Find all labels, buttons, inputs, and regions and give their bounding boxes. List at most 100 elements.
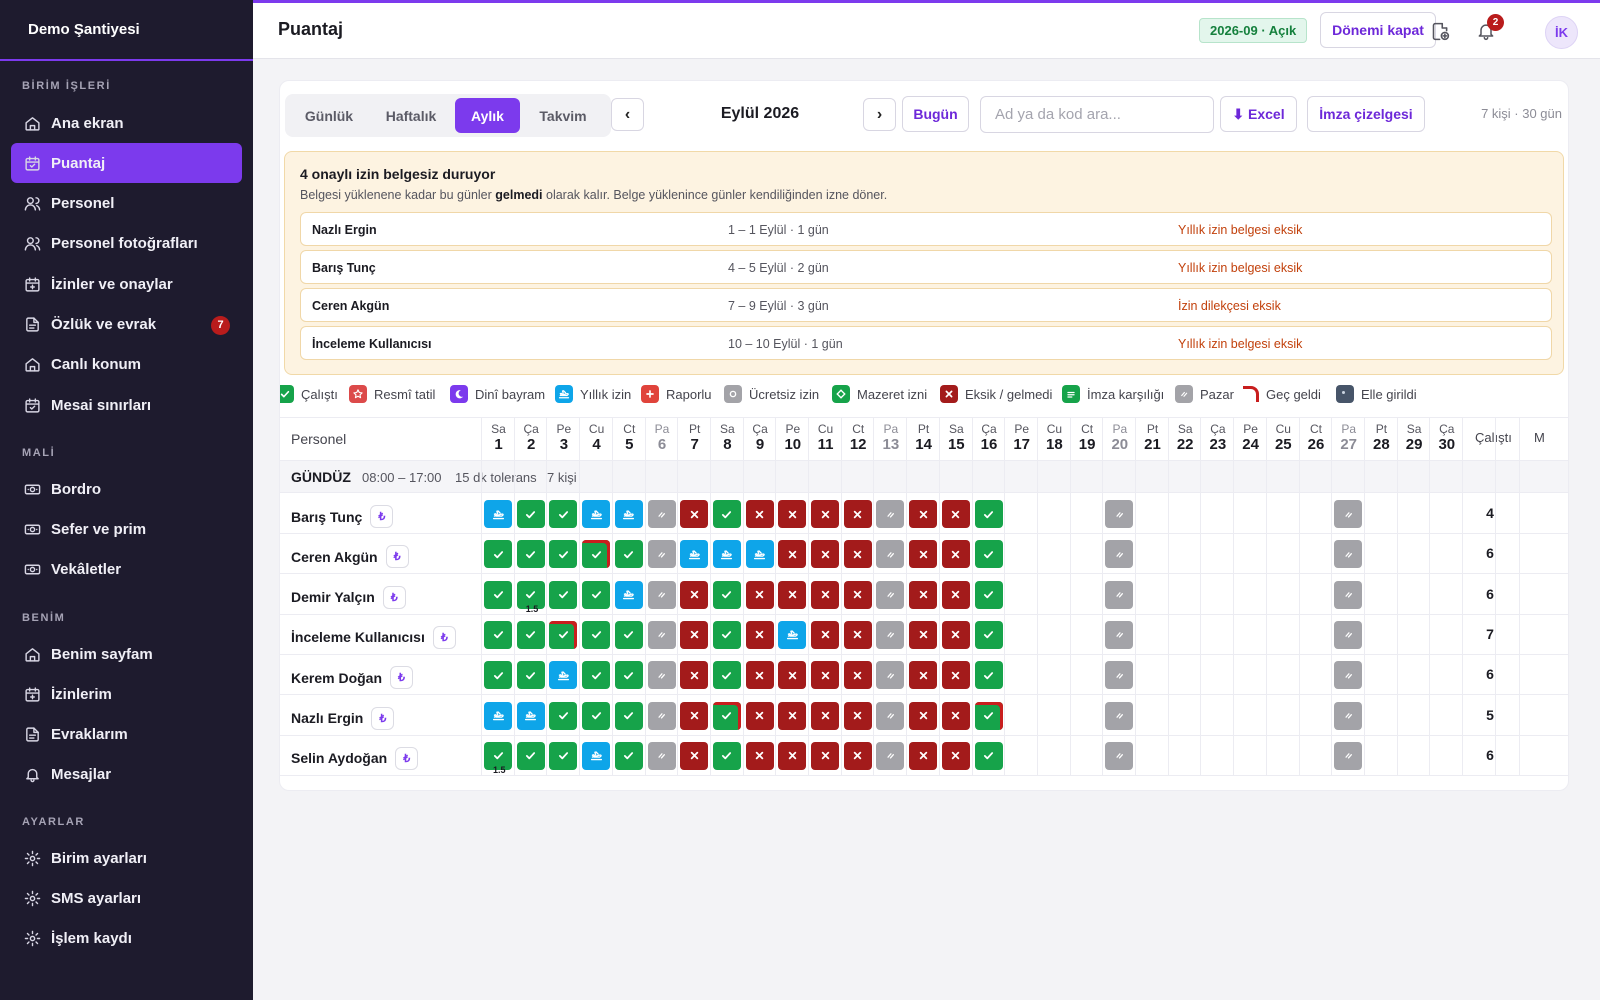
attendance-cell[interactable]: [614, 620, 643, 649]
day-column-header[interactable]: Pe 10: [784, 422, 802, 453]
attendance-cell[interactable]: [974, 580, 1003, 609]
attendance-cell[interactable]: [941, 701, 970, 730]
attendance-cell[interactable]: [1334, 661, 1363, 690]
sidebar-item-mesajlar[interactable]: Mesajlar: [11, 755, 242, 795]
attendance-cell[interactable]: [974, 540, 1003, 569]
attendance-cell[interactable]: [909, 661, 938, 690]
sidebar-item--zl-k-ve-evrak[interactable]: Özlük ve evrak 7: [11, 305, 242, 345]
attendance-cell[interactable]: [712, 620, 741, 649]
view-weekly-tab[interactable]: Haftalık: [385, 107, 437, 124]
attendance-cell[interactable]: [909, 741, 938, 770]
attendance-cell[interactable]: [811, 661, 839, 690]
attendance-cell[interactable]: [484, 620, 512, 649]
attendance-cell[interactable]: [484, 701, 512, 730]
attendance-cell[interactable]: [516, 701, 545, 730]
attendance-cell[interactable]: [680, 580, 709, 609]
missing-document-row[interactable]: İnceleme Kullanıcısı 10 – 10 Eylül · 1 g…: [300, 326, 1552, 360]
sidebar-item-canl-konum[interactable]: Canlı konum: [11, 345, 242, 385]
day-column-header[interactable]: Ça 2: [523, 422, 539, 453]
day-column-header[interactable]: Pa 13: [882, 422, 900, 453]
day-column-header[interactable]: Ct 19: [1078, 422, 1096, 453]
attendance-cell[interactable]: [1105, 620, 1134, 649]
day-column-header[interactable]: Pa 6: [654, 422, 670, 453]
attendance-cell[interactable]: [516, 500, 545, 528]
attendance-cell[interactable]: [811, 580, 839, 609]
day-column-header[interactable]: Pa 27: [1340, 422, 1358, 453]
sidebar-item-i-zinler-ve-onaylar[interactable]: İzinler ve onaylar: [11, 264, 242, 304]
attendance-cell[interactable]: [680, 701, 709, 730]
attendance-cell[interactable]: [876, 500, 905, 528]
attendance-cell[interactable]: [712, 661, 741, 690]
attendance-cell[interactable]: [680, 620, 709, 649]
avatar[interactable]: İK: [1545, 16, 1578, 49]
day-column-header[interactable]: Ct 5: [623, 422, 636, 453]
attendance-cell[interactable]: [778, 741, 807, 770]
attendance-cell[interactable]: [909, 540, 938, 569]
attendance-cell[interactable]: [745, 540, 774, 569]
excel-export-button[interactable]: ⬇ Excel: [1220, 96, 1297, 132]
attendance-cell[interactable]: [745, 620, 774, 649]
attendance-cell[interactable]: [582, 540, 611, 569]
sidebar-item-personel[interactable]: Personel: [11, 184, 242, 224]
attendance-cell[interactable]: [941, 741, 970, 770]
attendance-cell[interactable]: [647, 701, 676, 730]
attendance-cell[interactable]: [516, 540, 545, 569]
attendance-cell[interactable]: [843, 580, 872, 609]
attendance-cell[interactable]: [843, 540, 872, 569]
person-name[interactable]: Barış Tunç ₺: [291, 505, 394, 528]
day-column-header[interactable]: Pa 20: [1111, 422, 1129, 453]
day-column-header[interactable]: Pt 14: [915, 422, 932, 453]
view-daily-tab[interactable]: Günlük: [304, 107, 354, 124]
sidebar-item-bordro[interactable]: Bordro: [11, 469, 242, 509]
attendance-cell[interactable]: [811, 741, 839, 770]
day-column-header[interactable]: Cu 4: [588, 422, 605, 453]
day-column-header[interactable]: Cu 25: [1274, 422, 1292, 453]
attendance-cell[interactable]: [1334, 741, 1363, 770]
attendance-cell[interactable]: [876, 701, 905, 730]
attendance-cell[interactable]: [876, 620, 905, 649]
attendance-cell[interactable]: [843, 620, 872, 649]
attendance-cell[interactable]: [974, 701, 1003, 730]
attendance-cell[interactable]: [549, 540, 578, 569]
attendance-cell[interactable]: [582, 741, 611, 770]
person-name[interactable]: İnceleme Kullanıcısı ₺: [291, 625, 456, 649]
day-column-header[interactable]: Pe 3: [556, 422, 572, 453]
attendance-cell[interactable]: 1.5: [484, 741, 512, 775]
attendance-cell[interactable]: [680, 540, 709, 569]
signature-sheet-button[interactable]: İmza çizelgesi: [1307, 96, 1425, 132]
attendance-cell[interactable]: [1105, 580, 1134, 609]
sidebar-item-sefer-ve-prim[interactable]: Sefer ve prim: [11, 509, 242, 549]
attendance-cell[interactable]: [778, 580, 807, 609]
attendance-cell[interactable]: [778, 620, 807, 649]
attendance-cell[interactable]: [811, 701, 839, 730]
person-name[interactable]: Ceren Akgün ₺: [291, 545, 409, 569]
sidebar-item-ana-ekran[interactable]: Ana ekran: [11, 103, 242, 143]
attendance-cell[interactable]: [909, 500, 938, 528]
attendance-cell[interactable]: [1105, 701, 1134, 730]
missing-document-row[interactable]: Ceren Akgün 7 – 9 Eylül · 3 gün İzin dil…: [300, 288, 1552, 322]
attendance-cell[interactable]: [647, 500, 676, 528]
sidebar-item-benim-sayfam[interactable]: Benim sayfam: [11, 634, 242, 674]
day-column-header[interactable]: Ça 23: [1209, 422, 1227, 453]
day-column-header[interactable]: Sa 29: [1405, 422, 1423, 453]
sidebar-item-mesai-s-n-rlar-[interactable]: Mesai sınırları: [11, 385, 242, 425]
missing-document-row[interactable]: Barış Tunç 4 – 5 Eylül · 2 gün Yıllık iz…: [300, 250, 1552, 284]
day-column-header[interactable]: Ça 16: [980, 422, 998, 453]
sidebar-item-sms-ayarlar-[interactable]: SMS ayarları: [11, 878, 242, 918]
workspace-name[interactable]: Demo Şantiyesi: [0, 0, 253, 61]
lira-wage-icon[interactable]: ₺: [370, 505, 394, 528]
attendance-cell[interactable]: [549, 500, 578, 528]
prev-month-button[interactable]: ‹: [611, 98, 644, 131]
day-column-header[interactable]: Pt 7: [689, 422, 701, 453]
attendance-cell[interactable]: [582, 661, 611, 690]
person-name[interactable]: Selin Aydoğan ₺: [291, 746, 419, 770]
sidebar-item-i-zinlerim[interactable]: İzinlerim: [11, 674, 242, 714]
sidebar-item-vek-letler[interactable]: Vekâletler: [11, 550, 242, 590]
lira-wage-icon[interactable]: ₺: [385, 545, 409, 569]
attendance-cell[interactable]: [549, 701, 578, 730]
attendance-cell[interactable]: [549, 661, 578, 690]
attendance-cell[interactable]: [582, 701, 611, 730]
lira-wage-icon[interactable]: ₺: [371, 706, 395, 730]
attendance-cell[interactable]: [778, 540, 807, 569]
day-column-header[interactable]: Cu 11: [817, 422, 834, 453]
